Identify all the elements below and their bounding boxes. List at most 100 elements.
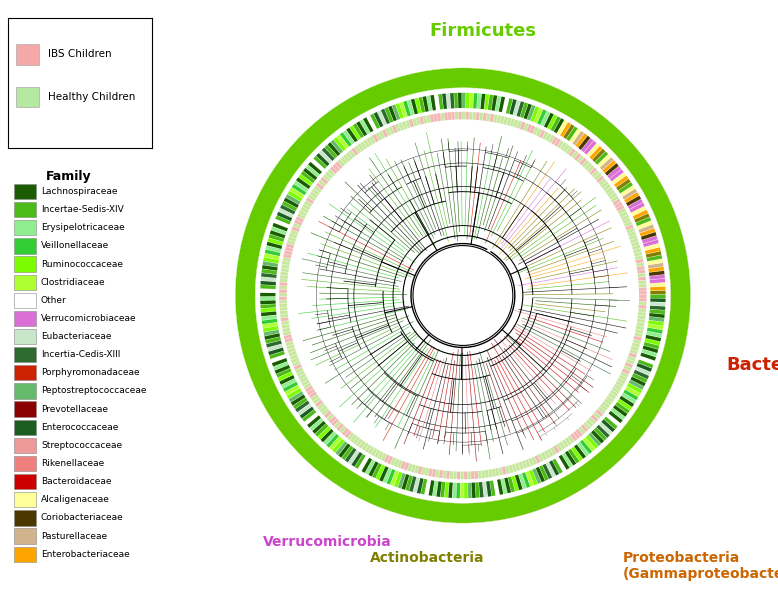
Wedge shape (641, 235, 659, 243)
Wedge shape (349, 125, 361, 141)
Wedge shape (365, 459, 376, 476)
Wedge shape (405, 475, 413, 492)
Wedge shape (324, 171, 335, 181)
Wedge shape (537, 452, 545, 463)
Wedge shape (527, 456, 534, 467)
Wedge shape (354, 145, 363, 155)
Wedge shape (647, 324, 664, 330)
Wedge shape (468, 469, 471, 480)
Wedge shape (438, 93, 443, 110)
Wedge shape (282, 381, 299, 392)
Text: Proteobacteria
(Gammaproteobacteria): Proteobacteria (Gammaproteobacteria) (622, 551, 778, 582)
Wedge shape (399, 101, 408, 118)
Wedge shape (580, 138, 594, 152)
Wedge shape (559, 454, 570, 470)
Wedge shape (412, 117, 418, 128)
Wedge shape (605, 163, 619, 176)
Wedge shape (639, 228, 656, 236)
Wedge shape (324, 144, 338, 159)
Wedge shape (555, 456, 566, 473)
Wedge shape (647, 263, 664, 269)
Text: Other: Other (41, 296, 67, 305)
Wedge shape (473, 92, 478, 109)
Wedge shape (612, 172, 627, 185)
Wedge shape (648, 267, 665, 272)
Wedge shape (513, 118, 519, 130)
Wedge shape (369, 135, 377, 146)
Wedge shape (624, 191, 640, 203)
Wedge shape (552, 443, 560, 454)
Wedge shape (585, 434, 599, 450)
Wedge shape (314, 398, 325, 408)
Wedge shape (602, 397, 613, 406)
FancyBboxPatch shape (13, 456, 36, 471)
Wedge shape (553, 138, 562, 148)
FancyBboxPatch shape (16, 44, 40, 64)
Wedge shape (300, 206, 310, 215)
Wedge shape (642, 345, 659, 353)
Wedge shape (498, 465, 503, 476)
Wedge shape (565, 450, 576, 466)
Wedge shape (307, 161, 323, 175)
Wedge shape (593, 427, 608, 441)
Wedge shape (636, 309, 647, 313)
Text: Lachnospiraceae: Lachnospiraceae (41, 187, 117, 196)
Wedge shape (301, 203, 313, 212)
Wedge shape (628, 379, 645, 390)
Wedge shape (261, 269, 278, 274)
Wedge shape (413, 476, 420, 494)
Wedge shape (540, 110, 551, 127)
Wedge shape (626, 230, 637, 238)
Wedge shape (580, 159, 590, 170)
Wedge shape (510, 98, 517, 115)
Wedge shape (259, 289, 276, 293)
Wedge shape (436, 480, 442, 498)
Wedge shape (645, 335, 662, 342)
Wedge shape (568, 448, 580, 464)
Wedge shape (435, 467, 440, 479)
Wedge shape (314, 423, 329, 437)
Wedge shape (430, 94, 436, 111)
Wedge shape (627, 199, 644, 210)
Wedge shape (261, 261, 279, 267)
Wedge shape (519, 121, 526, 132)
Wedge shape (566, 434, 575, 444)
Wedge shape (587, 415, 597, 426)
Wedge shape (556, 139, 565, 150)
Wedge shape (261, 322, 279, 328)
Wedge shape (281, 324, 292, 329)
Wedge shape (312, 396, 323, 405)
Wedge shape (515, 474, 523, 491)
Wedge shape (626, 352, 638, 358)
Wedge shape (501, 465, 506, 476)
Wedge shape (636, 301, 647, 305)
Wedge shape (303, 381, 314, 389)
Wedge shape (317, 401, 327, 411)
Wedge shape (293, 180, 309, 193)
Wedge shape (587, 142, 600, 158)
Wedge shape (447, 111, 451, 122)
Wedge shape (310, 158, 325, 172)
Wedge shape (342, 154, 352, 164)
Wedge shape (464, 469, 468, 480)
Wedge shape (288, 233, 300, 239)
Wedge shape (511, 462, 517, 473)
Wedge shape (591, 430, 605, 444)
Wedge shape (573, 152, 582, 163)
Wedge shape (539, 465, 549, 482)
Wedge shape (385, 126, 392, 138)
Wedge shape (349, 433, 359, 443)
Wedge shape (282, 257, 293, 262)
Wedge shape (284, 385, 300, 396)
Wedge shape (269, 230, 286, 239)
Wedge shape (505, 463, 510, 475)
Wedge shape (503, 116, 508, 127)
Text: Veillonellaceae: Veillonellaceae (41, 241, 109, 251)
FancyBboxPatch shape (13, 329, 36, 344)
Wedge shape (265, 242, 283, 249)
Wedge shape (398, 121, 405, 133)
Wedge shape (330, 139, 344, 154)
Wedge shape (600, 400, 611, 409)
Wedge shape (356, 121, 367, 137)
Wedge shape (571, 429, 580, 440)
